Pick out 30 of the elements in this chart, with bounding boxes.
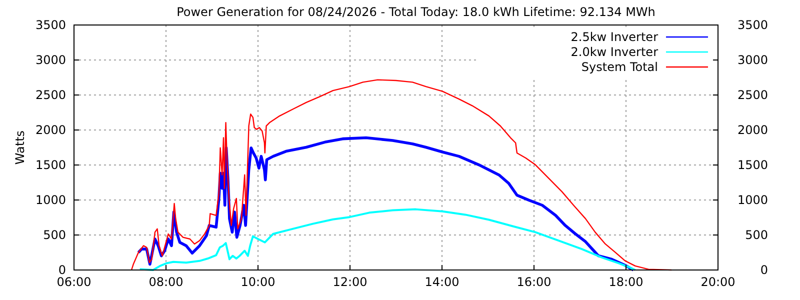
y2-tick-label: 1500 <box>737 158 768 172</box>
y2-tick-label: 2000 <box>737 123 768 137</box>
y-tick-label: 3000 <box>35 53 66 67</box>
y2-tick-label: 0 <box>760 263 768 277</box>
x-tick-label: 20:00 <box>700 275 736 289</box>
x-tick-label: 12:00 <box>332 275 368 289</box>
y-tick-label: 2500 <box>35 88 66 102</box>
y-tick-label: 1000 <box>35 193 66 207</box>
x-tick-label: 14:00 <box>424 275 460 289</box>
x-tick-label: 16:00 <box>516 275 552 289</box>
y2-tick-label: 3500 <box>737 18 768 32</box>
y2-tick-label: 3000 <box>737 53 768 67</box>
x-tick-label: 10:00 <box>240 275 276 289</box>
legend-label: 2.5kw Inverter <box>570 30 658 44</box>
x-tick-label: 08:00 <box>148 275 184 289</box>
y2-tick-label: 500 <box>745 228 768 242</box>
y-tick-label: 1500 <box>35 158 66 172</box>
y2-tick-label: 1000 <box>737 193 768 207</box>
chart-title: Power Generation for 08/24/2026 - Total Today: 18.0 kWh Lifetime: 92.134 MWh <box>176 5 656 19</box>
line-series <box>138 208 636 271</box>
x-tick-label: 06:00 <box>56 275 92 289</box>
legend-label: System Total <box>581 60 658 74</box>
y-tick-label: 500 <box>43 228 66 242</box>
y2-tick-label: 2500 <box>737 88 768 102</box>
y-tick-label: 3500 <box>35 18 66 32</box>
x-tick-label: 18:00 <box>608 275 644 289</box>
y-tick-label: 0 <box>58 263 66 277</box>
y-axis-title: Watts <box>13 130 27 165</box>
y-tick-label: 2000 <box>35 123 66 137</box>
legend-label: 2.0kw Inverter <box>570 45 658 59</box>
